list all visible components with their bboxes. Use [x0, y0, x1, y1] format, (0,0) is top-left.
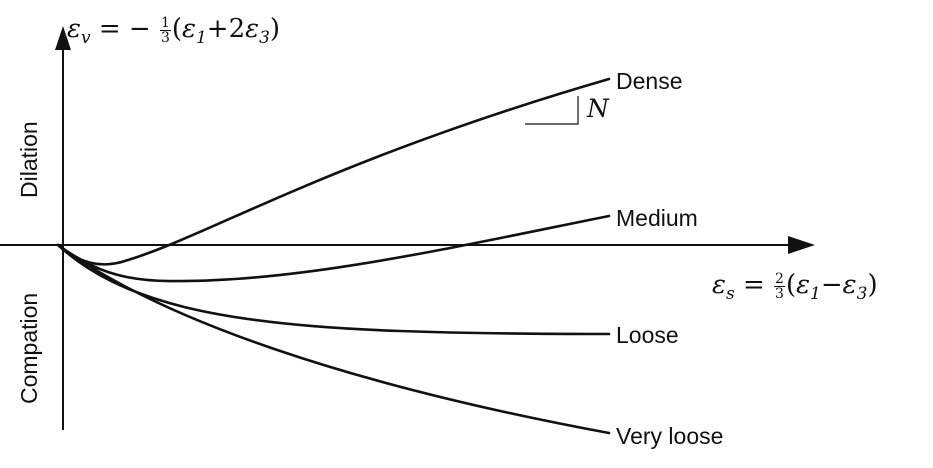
- dilation-region-label: Dilation: [16, 121, 42, 198]
- x-label-close-paren: ): [867, 270, 878, 300]
- y-axis-arrowhead: [55, 26, 71, 50]
- y-label-close-paren: ): [269, 14, 281, 44]
- x-label-epsilon: ε: [712, 270, 726, 300]
- x-label-equals: =: [742, 270, 765, 300]
- x-label-sub-s: s: [725, 284, 735, 304]
- curve-dense: [56, 77, 611, 266]
- y-label-plus-two: +2: [206, 14, 246, 44]
- curve-very-loose: [56, 243, 611, 435]
- curve-loose: [56, 243, 611, 336]
- y-label-open-paren: (: [171, 14, 183, 44]
- slope-label-n: N: [587, 94, 609, 123]
- curve-label-very-loose: Very loose: [616, 423, 724, 449]
- slope-triangle: [525, 96, 579, 125]
- x-label-minus: −: [820, 270, 843, 300]
- curve-label-dense: Dense: [616, 68, 683, 94]
- curve-medium: [56, 214, 611, 283]
- y-axis-label: εv = − 1 3 (ε1+2ε3): [67, 14, 281, 48]
- curve-label-loose: Loose: [616, 322, 679, 348]
- curve-label-medium: Medium: [616, 205, 698, 231]
- x-label-open-paren: (: [785, 270, 797, 300]
- compaction-region-label: Compation: [16, 292, 42, 404]
- y-label-sub-v: v: [80, 28, 91, 48]
- x-axis-label: εs = 2 3 (ε1−ε3): [712, 270, 878, 304]
- y-label-equals: = −: [98, 14, 151, 44]
- x-axis-arrowhead: [788, 236, 815, 254]
- y-label-epsilon: ε: [67, 14, 81, 44]
